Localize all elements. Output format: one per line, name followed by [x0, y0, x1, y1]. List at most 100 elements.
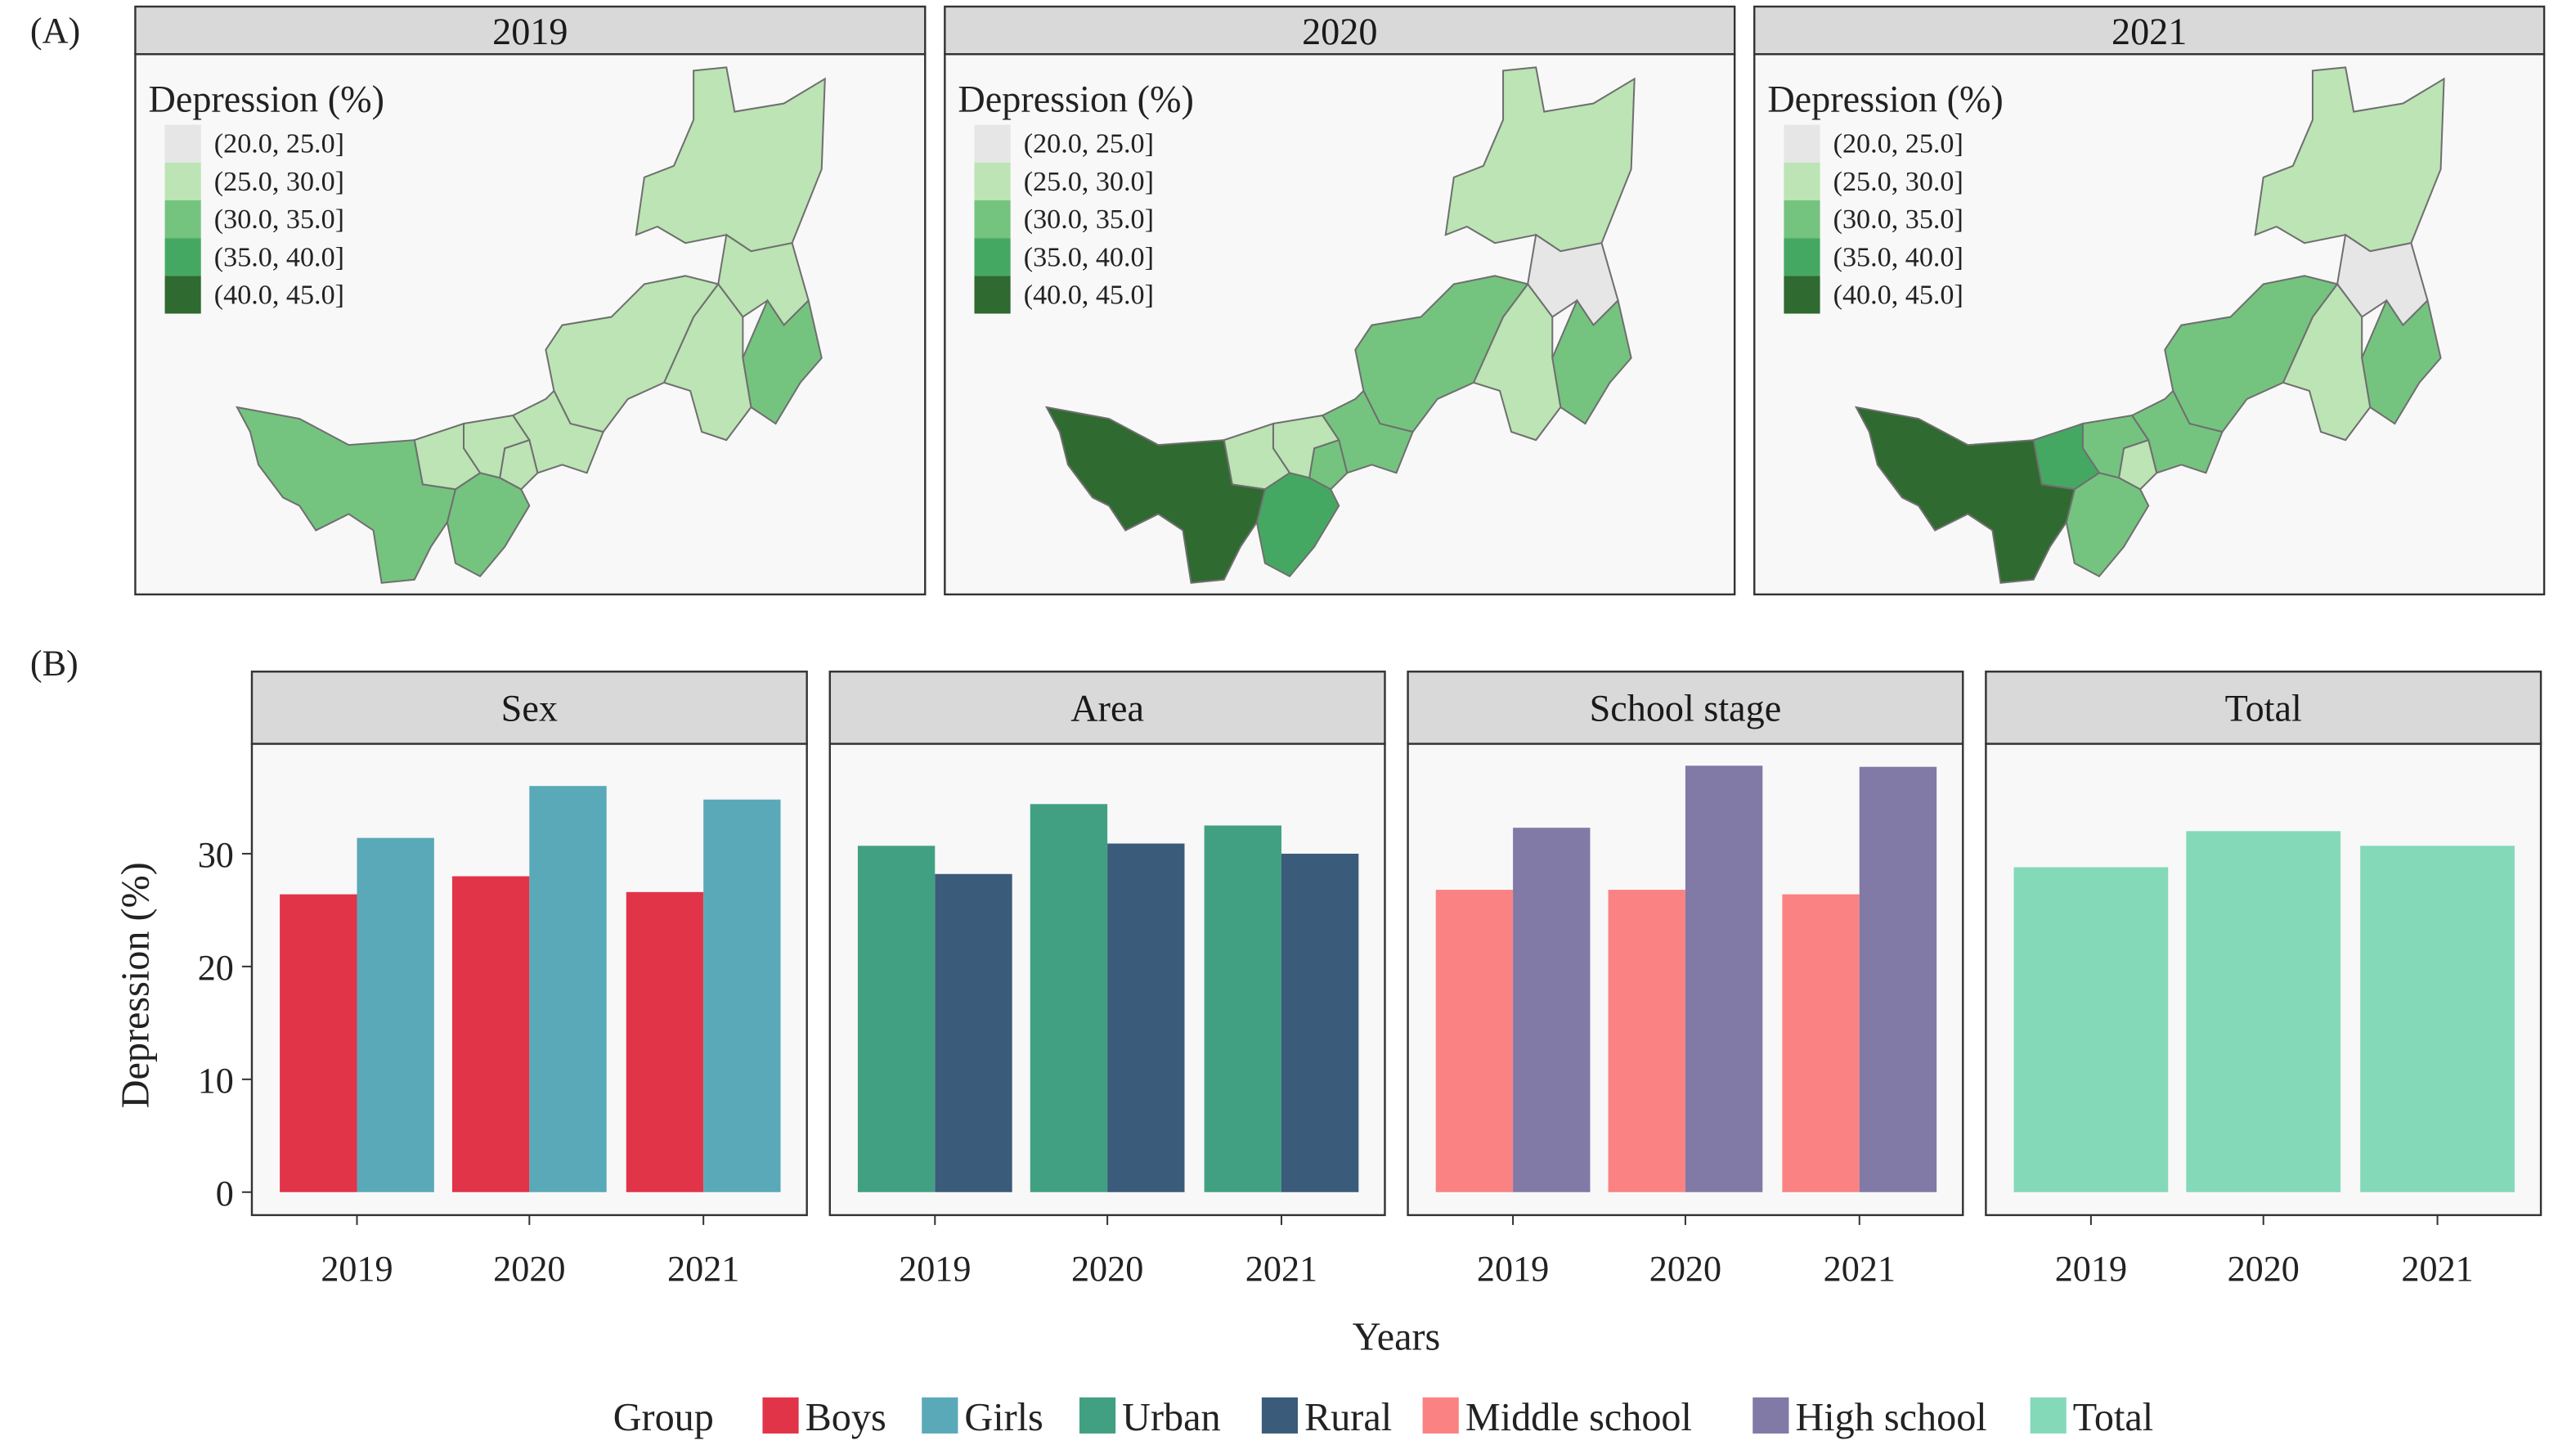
bar-high-school-2021	[1859, 766, 1937, 1192]
legend-label: Urban	[1122, 1396, 1220, 1439]
legend-swatch-middle-school	[1422, 1397, 1459, 1434]
map-facet-2020: 2020 Depression (%) (20.0, 25.0] (25.0, 30.…	[944, 5, 1736, 596]
legend-swatch-girls	[922, 1397, 958, 1434]
map-strip	[134, 5, 927, 56]
map-legend-label: (35.0, 40.0]	[214, 242, 344, 272]
map-legend-label: (30.0, 35.0]	[1024, 204, 1154, 235]
region-chifeng	[662, 282, 752, 442]
map-legend-swatch	[1784, 276, 1820, 314]
bar-high-school-2020	[1685, 765, 1763, 1192]
legend-label: High school	[1795, 1396, 1986, 1439]
map-legend-swatch	[164, 124, 201, 163]
bar-girls-2020	[529, 786, 607, 1192]
region-alxa	[236, 406, 457, 584]
map-legend-swatch	[164, 162, 201, 200]
y-tick-label: 0	[216, 1174, 234, 1214]
map-legend-title: Depression (%)	[1767, 79, 2003, 120]
bar-urban-2021	[1204, 825, 1281, 1192]
x-tick-label: 2021	[2401, 1249, 2473, 1289]
y-tick-label: 30	[198, 835, 234, 875]
legend-swatch-urban	[1079, 1397, 1116, 1434]
map-legend-swatch	[974, 162, 1011, 200]
map-legend-label: (30.0, 35.0]	[214, 204, 344, 235]
legend-swatch-rural	[1261, 1397, 1299, 1434]
x-tick-label: 2020	[1071, 1249, 1143, 1289]
map-legend-swatch	[1784, 200, 1820, 239]
region-chifeng	[2282, 282, 2372, 442]
map-legend-label: (25.0, 30.0]	[1833, 167, 1963, 197]
map-legend-swatch	[974, 276, 1011, 314]
x-tick-label: 2019	[1477, 1249, 1549, 1289]
map-facet-2019: 2019 Depression (%) (20.0, 25.0] (25.0, 30.…	[134, 5, 927, 596]
facet-strip	[828, 671, 1386, 745]
facet-title: Sex	[501, 687, 558, 729]
map-legend-label: (25.0, 30.0]	[214, 167, 344, 197]
legend-label: Total	[2073, 1396, 2153, 1439]
map-legend-label: (40.0, 45.0]	[1833, 280, 1963, 310]
facet-title: School stage	[1590, 687, 1782, 729]
region-ordos	[2065, 472, 2150, 578]
bar-middle-school-2019	[1435, 890, 1514, 1192]
y-axis-label: Depression (%)	[114, 862, 157, 1108]
y-tick-label: 10	[198, 1061, 234, 1101]
facet-strip	[1407, 671, 1964, 745]
region-ordos	[446, 472, 531, 578]
panel-label-a: (A)	[30, 11, 80, 51]
legend-title: Group	[613, 1396, 714, 1439]
bar-boys-2020	[451, 876, 530, 1192]
region-chifeng	[1472, 282, 1562, 442]
map-legend-label: (25.0, 30.0]	[1024, 167, 1154, 197]
y-tick-label: 20	[198, 948, 234, 988]
legend-swatch-high-school	[1752, 1397, 1789, 1434]
panel-label-b: (B)	[30, 643, 79, 683]
bar-boys-2021	[626, 891, 704, 1192]
map-legend-label: (20.0, 25.0]	[214, 129, 344, 159]
map-legend-swatch	[974, 200, 1011, 239]
map-legend-swatch	[164, 238, 201, 276]
bar-facet-total: Total 2019 2020 2021	[1985, 671, 2542, 1289]
x-tick-label: 2020	[1649, 1249, 1721, 1289]
bar-total-2019	[2013, 867, 2169, 1192]
legend-label: Middle school	[1465, 1396, 1692, 1439]
bar-high-school-2019	[1513, 828, 1591, 1192]
map-regions	[236, 66, 826, 584]
legend-swatch-boys	[762, 1397, 799, 1434]
legend-swatch-total	[2030, 1397, 2067, 1434]
map-legend-swatch	[164, 200, 201, 239]
bar-rural-2019	[935, 873, 1012, 1192]
x-tick-label: 2020	[2228, 1249, 2300, 1289]
bar-boys-2019	[280, 894, 357, 1192]
map-strip-title: 2019	[492, 11, 568, 52]
map-legend-label: (20.0, 25.0]	[1833, 129, 1963, 159]
bar-rural-2021	[1281, 853, 1359, 1192]
region-ordos	[1255, 472, 1340, 578]
x-tick-label: 2021	[667, 1249, 739, 1289]
map-legend-label: (40.0, 45.0]	[214, 280, 344, 310]
bar-urban-2020	[1030, 804, 1108, 1192]
bar-urban-2019	[857, 846, 936, 1192]
bar-facet-school-stage: School stage 2019 2020 2021	[1407, 671, 1964, 1289]
map-legend-swatch	[974, 238, 1011, 276]
map-legend-swatch	[1784, 162, 1820, 200]
group-legend: Group Boys Girls Urban Rural Middle school Hig…	[613, 1396, 2153, 1439]
region-alxa	[1854, 406, 2076, 584]
map-regions	[1044, 66, 1636, 584]
map-facet-2021: 2021 Depression (%) (20.0, 25.0] (25.0, 30.…	[1753, 5, 2546, 596]
bar-total-2020	[2186, 831, 2341, 1192]
map-legend-swatch	[1784, 238, 1820, 276]
bar-girls-2019	[357, 837, 434, 1192]
x-tick-label: 2019	[321, 1249, 393, 1289]
bar-facet-area: Area 2019 2020 2021	[828, 671, 1386, 1289]
legend-label: Boys	[806, 1396, 886, 1439]
x-tick-label: 2019	[2055, 1249, 2127, 1289]
map-strip-title: 2020	[1302, 11, 1377, 52]
map-legend-label: (35.0, 40.0]	[1833, 242, 1963, 272]
maps-panel: 2019 Depression (%) (20.0, 25.0] (25.0, 30.…	[134, 5, 2546, 596]
map-strip	[944, 5, 1736, 56]
x-tick-label: 2020	[493, 1249, 565, 1289]
x-tick-label: 2021	[1824, 1249, 1896, 1289]
map-legend-swatch	[1784, 124, 1820, 163]
bar-total-2021	[2360, 846, 2515, 1192]
